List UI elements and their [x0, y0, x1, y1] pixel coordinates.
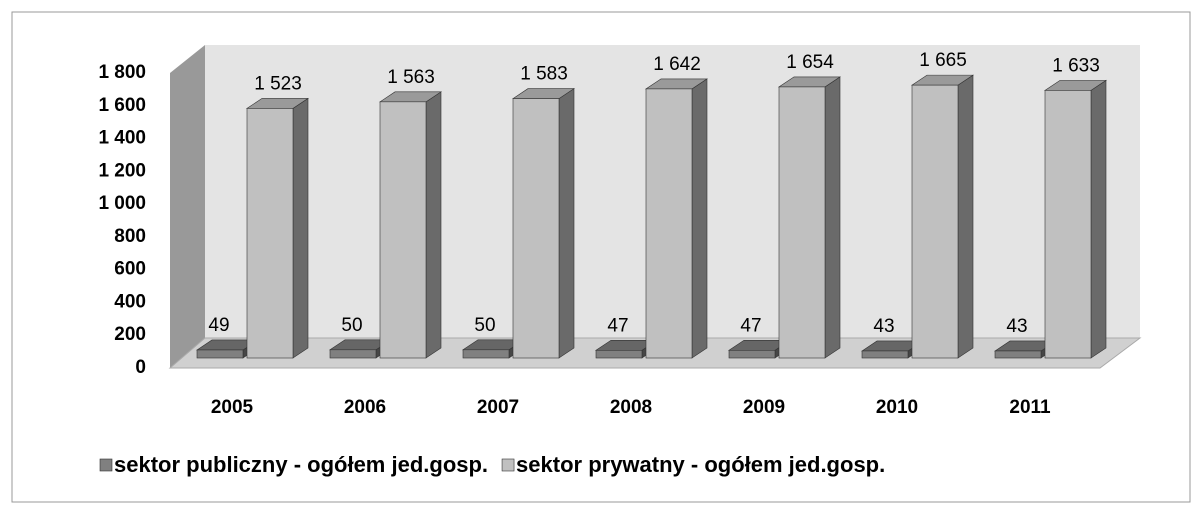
bar [861, 350, 909, 359]
data-label: 1 633 [1052, 55, 1100, 76]
bar-side [425, 91, 442, 359]
bar [379, 101, 427, 359]
x-tick-label: 2008 [610, 397, 652, 418]
bar [512, 98, 560, 359]
y-tick-label: 800 [114, 226, 146, 247]
bar [911, 84, 959, 359]
data-label: 47 [607, 315, 628, 336]
bar [994, 350, 1042, 359]
y-tick-label: 1 400 [98, 128, 146, 149]
bar-side [824, 76, 841, 359]
x-tick-label: 2006 [344, 397, 386, 418]
y-tick-label: 1 000 [98, 193, 146, 214]
x-tick-label: 2010 [876, 397, 918, 418]
data-label: 49 [208, 315, 229, 336]
y-tick-label: 1 200 [98, 160, 146, 181]
y-tick-label: 1 800 [98, 62, 146, 83]
bar [246, 108, 294, 359]
bar-side [1090, 79, 1107, 359]
data-label: 1 583 [520, 64, 568, 85]
data-label: 1 563 [387, 67, 435, 88]
legend-swatch [99, 458, 113, 472]
data-label: 1 523 [254, 73, 302, 94]
frame [11, 11, 1191, 503]
legend-label: sektor prywatny - ogółem jed.gosp. [516, 452, 885, 477]
bar-side [691, 78, 708, 359]
x-tick-label: 2011 [1009, 397, 1051, 418]
data-label: 43 [1006, 316, 1027, 337]
data-label: 1 654 [786, 52, 834, 73]
data-label: 50 [474, 315, 495, 336]
bar [595, 349, 643, 359]
y-tick-label: 200 [114, 324, 146, 345]
x-tick-label: 2009 [743, 397, 785, 418]
bar [1044, 90, 1092, 359]
bar [329, 349, 377, 359]
side-wall [170, 45, 205, 368]
bar [645, 88, 693, 359]
y-tick-label: 400 [114, 291, 146, 312]
bar-side [558, 88, 575, 359]
data-label: 50 [341, 315, 362, 336]
legend-swatch [501, 458, 515, 472]
data-label: 1 665 [919, 50, 967, 71]
bar [196, 349, 244, 359]
bar-side [957, 74, 974, 359]
data-label: 43 [873, 316, 894, 337]
bar [462, 349, 510, 359]
legend-label: sektor publiczny - ogółem jed.gosp. [114, 452, 488, 477]
bar-side [292, 97, 309, 359]
y-tick-label: 600 [114, 259, 146, 280]
x-tick-label: 2007 [477, 397, 519, 418]
x-tick-label: 2005 [211, 397, 254, 418]
data-label: 1 642 [653, 54, 701, 75]
bar [728, 349, 776, 359]
y-tick-label: 0 [135, 357, 146, 378]
data-label: 47 [740, 315, 761, 336]
y-tick-label: 1 600 [98, 95, 146, 116]
bar [778, 86, 826, 359]
